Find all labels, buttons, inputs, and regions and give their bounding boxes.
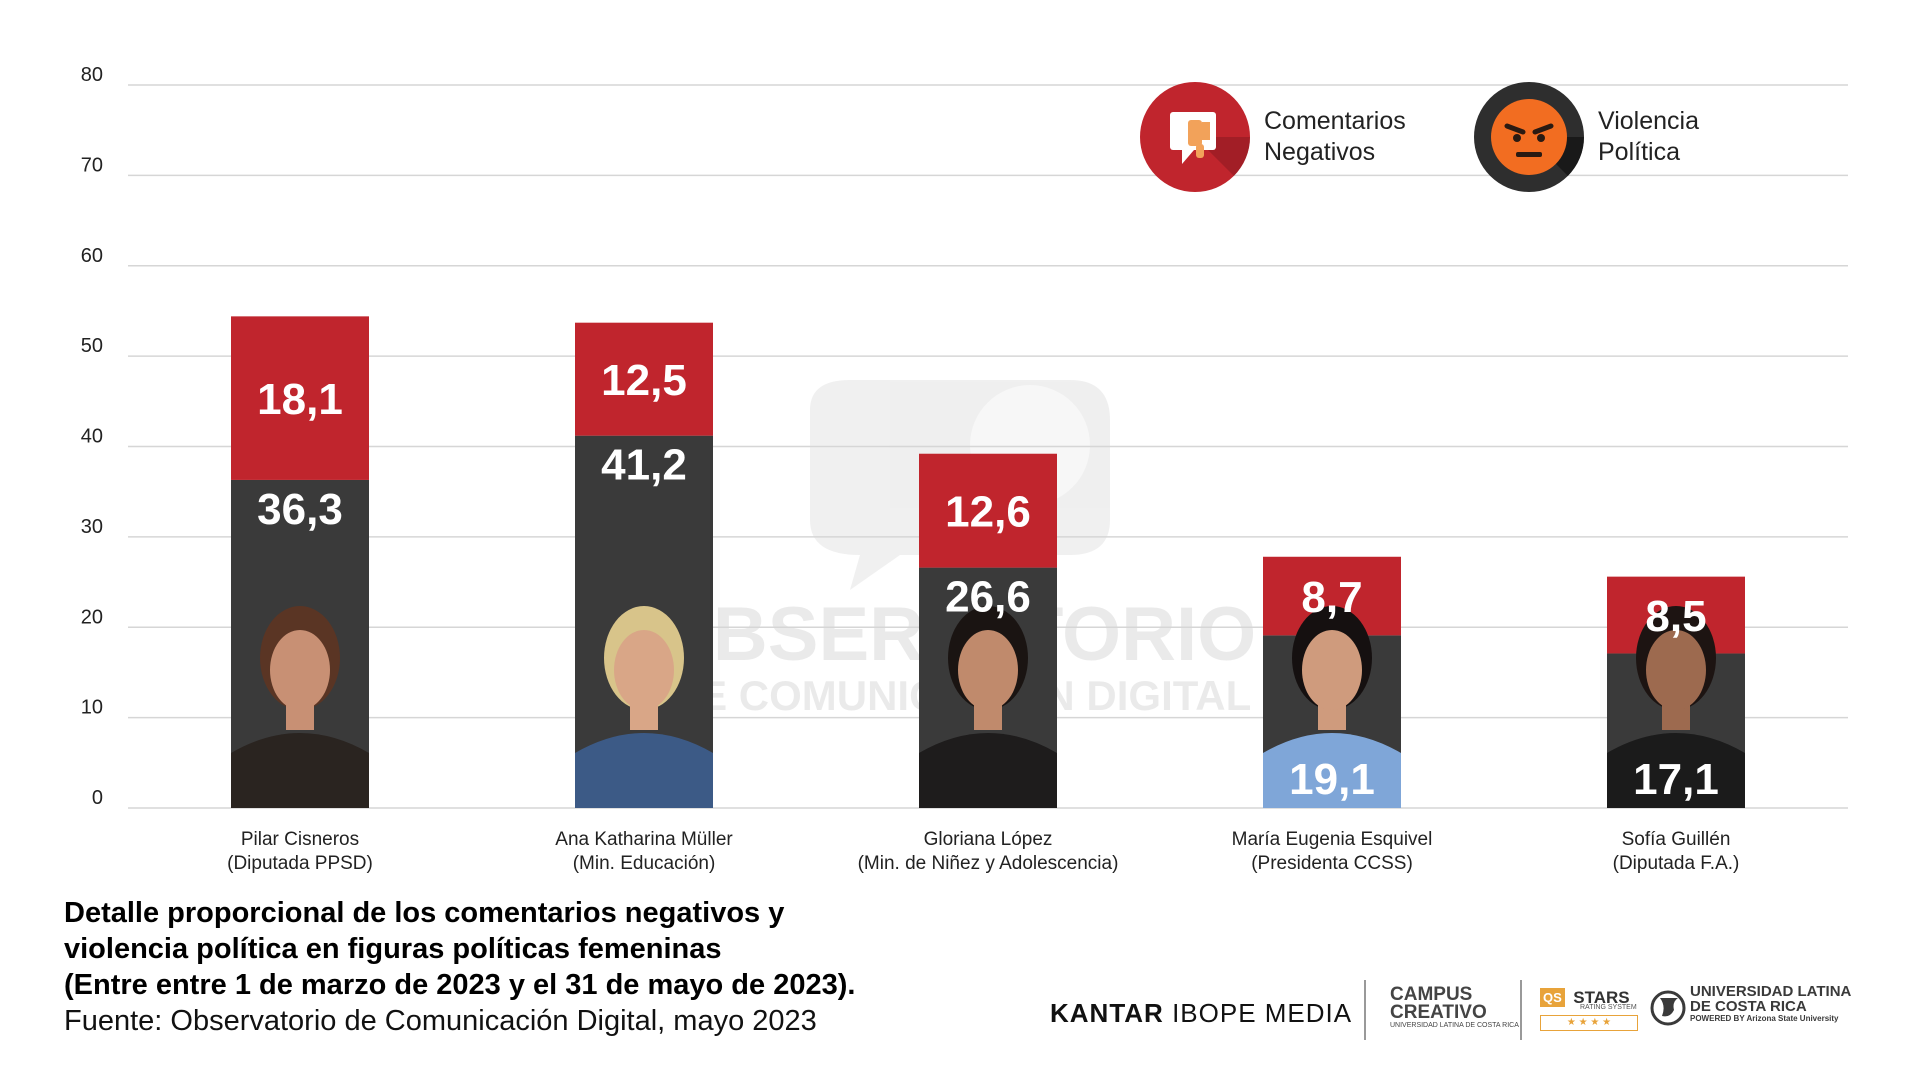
kantar-logo-rest: IBOPE MEDIA — [1172, 998, 1353, 1028]
caption: Detalle proporcional de los comentarios … — [64, 895, 1024, 1039]
caption-title-line3: (Entre entre 1 de marzo de 2023 y el 31 … — [64, 969, 856, 1001]
legend-violence: Violencia Política — [1474, 82, 1778, 192]
portrait-photo — [231, 606, 369, 808]
data-label-violence: 8,5 — [1645, 592, 1706, 641]
y-tick-label: 20 — [81, 606, 103, 628]
portrait-face — [614, 630, 674, 710]
globe-icon — [1650, 990, 1686, 1026]
portrait-face — [1302, 630, 1362, 710]
portrait-photo — [575, 606, 713, 808]
logos-bar: KANTAR IBOPE MEDIA CAMPUS CREATIVO UNIVE… — [1050, 980, 1890, 1050]
stars-word: STARS — [1573, 988, 1630, 1007]
campus-line1: CAMPUS — [1390, 984, 1473, 1005]
y-tick-label: 0 — [92, 787, 103, 809]
category-label-name: Sofía Guillén — [1622, 829, 1731, 850]
portrait-clothing — [575, 733, 713, 808]
y-tick-label: 10 — [81, 697, 103, 719]
portrait-clothing — [231, 733, 369, 808]
category-label-role: (Min. de Niñez y Adolescencia) — [858, 853, 1119, 874]
legend-negative-line1: Comentarios — [1264, 107, 1406, 135]
data-label-negative: 36,3 — [257, 485, 343, 534]
y-tick-label: 40 — [81, 426, 103, 448]
bar-segment-violence — [919, 453, 1057, 568]
category-label-name: María Eugenia Esquivel — [1232, 829, 1433, 850]
ulatina-line1: UNIVERSIDAD LATINA — [1690, 983, 1852, 1000]
portrait-face — [958, 630, 1018, 710]
legend-violence-line2: Política — [1598, 138, 1680, 166]
ulatina-sub: POWERED BY Arizona State University — [1690, 1014, 1839, 1023]
category-label-role: (Min. Educación) — [573, 853, 716, 874]
bar-segment-violence — [231, 316, 369, 480]
kantar-logo: KANTAR IBOPE MEDIA — [1050, 998, 1352, 1029]
portrait-clothing — [1263, 733, 1401, 808]
portrait-photo — [1607, 606, 1745, 808]
data-label-violence: 8,7 — [1301, 573, 1362, 622]
caption-title-line2: violencia política en figuras políticas … — [64, 933, 722, 965]
bar-segment-violence — [575, 322, 713, 436]
data-label-negative: 41,2 — [601, 441, 687, 490]
category-label-role: (Presidenta CCSS) — [1251, 853, 1413, 874]
legend-negative: Comentarios Negativos — [1140, 82, 1444, 192]
category-label-name: Ana Katharina Müller — [555, 829, 733, 850]
portrait-clothing — [1607, 733, 1745, 808]
stars-sub: RATING SYSTEM — [1580, 1004, 1637, 1011]
ulatina-line2: DE COSTA RICA — [1690, 998, 1807, 1015]
caption-source: Fuente: Observatorio de Comunicación Dig… — [64, 1005, 817, 1037]
qs-badge: QS — [1540, 988, 1565, 1007]
legend-violence-line1: Violencia — [1598, 107, 1700, 135]
category-label-name: Pilar Cisneros — [241, 829, 359, 850]
qs-stars-logo: QS STARS RATING SYSTEM ★ ★ ★ ★ — [1540, 988, 1638, 1031]
y-tick-label: 60 — [81, 245, 103, 267]
stars-row: ★ ★ ★ ★ — [1540, 1015, 1638, 1031]
data-label-negative: 17,1 — [1633, 755, 1719, 804]
data-label-negative: 19,1 — [1289, 755, 1375, 804]
campus-line2: CREATIVO — [1390, 1002, 1487, 1023]
portrait-photo — [919, 606, 1057, 808]
data-label-violence: 12,5 — [601, 356, 687, 405]
data-label-negative: 26,6 — [945, 573, 1031, 622]
category-label-role: (Diputada F.A.) — [1613, 853, 1740, 874]
y-tick-label: 80 — [81, 64, 103, 86]
kantar-logo-bold: KANTAR — [1050, 998, 1164, 1028]
portrait-clothing — [919, 733, 1057, 808]
logo-divider — [1364, 980, 1366, 1040]
angry-face-icon — [1474, 82, 1584, 192]
category-label-role: (Diputada PPSD) — [227, 853, 373, 874]
caption-title-line1: Detalle proporcional de los comentarios … — [64, 897, 785, 929]
logo-divider — [1520, 980, 1522, 1040]
thumbs-down-comment-icon — [1140, 82, 1250, 192]
data-label-violence: 18,1 — [257, 375, 343, 424]
portrait-photo — [1263, 606, 1401, 808]
y-tick-label: 70 — [81, 154, 103, 176]
y-tick-label: 30 — [81, 516, 103, 538]
portrait-face — [270, 630, 330, 710]
campus-creativo-logo: CAMPUS CREATIVO UNIVERSIDAD LATINA DE CO… — [1390, 984, 1519, 1030]
category-label-name: Gloriana López — [924, 829, 1053, 850]
legend-negative-line2: Negativos — [1264, 138, 1376, 166]
y-tick-label: 50 — [81, 335, 103, 357]
data-label-violence: 12,6 — [945, 488, 1031, 537]
portrait-face — [1646, 630, 1706, 710]
campus-sub: UNIVERSIDAD LATINA DE COSTA RICA — [1390, 1022, 1519, 1029]
